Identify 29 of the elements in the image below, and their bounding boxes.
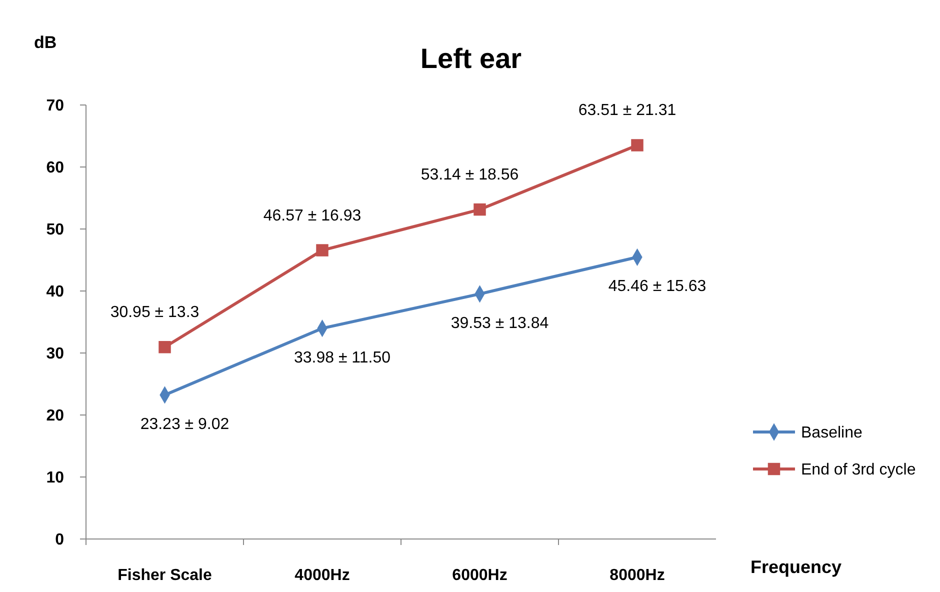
y-tick-label: 40 [46,284,64,301]
data-label: 23.23 ± 9.02 [140,416,230,433]
y-tick-label: 20 [46,408,64,425]
data-label: 30.95 ± 13.3 [110,304,200,322]
data-label: 39.53 ± 13.84 [450,314,549,332]
x-tick-label: 8000Hz [610,567,665,584]
data-label: 63.51 ± 21.31 [578,102,676,120]
y-tick-label: 10 [46,470,64,487]
data-label: 53.14 ± 18.56 [420,166,519,184]
data-label: 33.98 ± 11.50 [294,349,391,366]
x-axis-title: Frequency [750,557,842,577]
point [158,340,171,354]
point [631,139,644,152]
y-axis-title: dB [34,33,57,52]
data-label: 45.46 ± 15.63 [608,278,706,296]
x-tick-label: 6000Hz [452,567,508,584]
y-tick-label: 60 [46,160,64,177]
x-tick-label: Fisher Scale [118,567,212,584]
legend-label: End of 3rd cycle [801,462,916,479]
point [316,244,328,256]
y-tick-label: 70 [46,98,64,115]
y-tick-label: 30 [46,346,64,363]
legend-label: Baseline [801,424,862,442]
chart-title: Left ear [420,43,522,74]
y-tick-label: 0 [55,532,64,549]
data-label: 46.57 ± 16.93 [263,207,362,224]
point [474,203,486,216]
y-tick-label: 50 [46,222,64,239]
x-tick-label: 4000Hz [294,567,350,584]
